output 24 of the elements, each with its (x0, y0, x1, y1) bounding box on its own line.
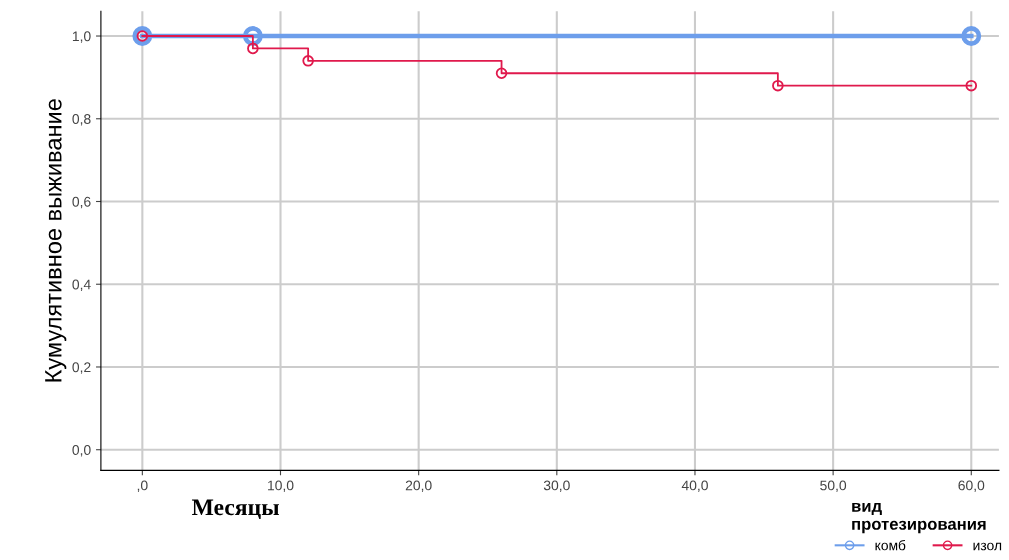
point (495, 67, 508, 80)
point (302, 55, 314, 67)
y-axis-title: Кумулятивное выживание (45, 99, 67, 382)
x-tick-label: 40,0 (681, 480, 708, 492)
point (961, 26, 982, 46)
x-tick-label: 50,0 (820, 480, 847, 492)
y-tick-label: 0,0 (72, 445, 91, 457)
x-tick-label: 30,0 (543, 480, 570, 492)
y-tick-label: 1,0 (72, 31, 91, 43)
y-tick-label: 0,6 (72, 196, 91, 209)
point (965, 79, 978, 92)
x-tick-label: 10,0 (268, 480, 294, 492)
x-tick-label: ,0 (137, 480, 148, 492)
y-tick-label: 0,2 (72, 362, 91, 374)
y-tick-label: 0,4 (72, 279, 91, 292)
point (247, 42, 259, 55)
legend-title: вид протезирования (852, 502, 986, 534)
x-tick-label: 60,0 (958, 480, 985, 492)
x-axis-title: Месяцы (191, 499, 279, 520)
point (772, 79, 784, 92)
y-tick-label: 0,8 (72, 114, 91, 126)
legend-label: изол (973, 542, 1002, 551)
legend-label: комб (875, 539, 906, 551)
x-tick-label: 20,0 (405, 480, 432, 492)
